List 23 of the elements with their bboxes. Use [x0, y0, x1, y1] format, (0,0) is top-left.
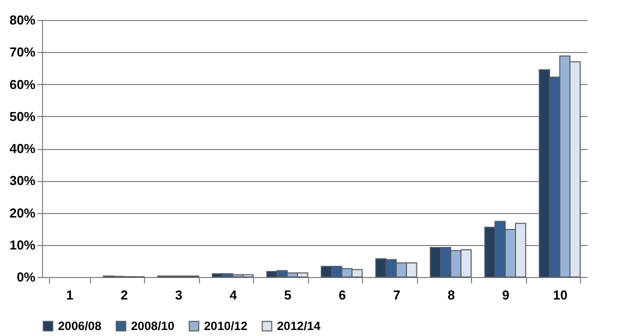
y-tick-label: 20% [9, 205, 36, 220]
x-tick-label: 10 [553, 288, 568, 302]
x-tick-label: 7 [393, 288, 400, 302]
y-tick-label: 0% [16, 270, 36, 284]
x-tick-label: 3 [175, 288, 182, 302]
legend-label: 2006/08 [58, 319, 102, 334]
legend-label: 2012/14 [277, 319, 321, 334]
y-tick-label: 50% [9, 108, 36, 124]
x-tick-label: 2 [120, 288, 128, 302]
y-tick-label: 60% [9, 76, 36, 92]
x-tick-label: 1 [66, 288, 74, 302]
y-tick-label: 30% [9, 173, 36, 188]
y-tick-label: 10% [9, 237, 36, 252]
y-tick-label: 80% [9, 12, 36, 28]
x-tick-label: 9 [502, 288, 510, 302]
x-tick-label: 4 [230, 288, 238, 302]
legend-label: 2010/12 [204, 319, 248, 334]
y-tick-label: 40% [9, 141, 36, 156]
x-tick-label: 6 [338, 288, 346, 302]
legend-label: 2008/10 [131, 319, 175, 334]
x-tick-label: 5 [284, 288, 292, 302]
y-tick-label: 70% [9, 44, 36, 60]
x-tick-label: 8 [448, 288, 455, 302]
